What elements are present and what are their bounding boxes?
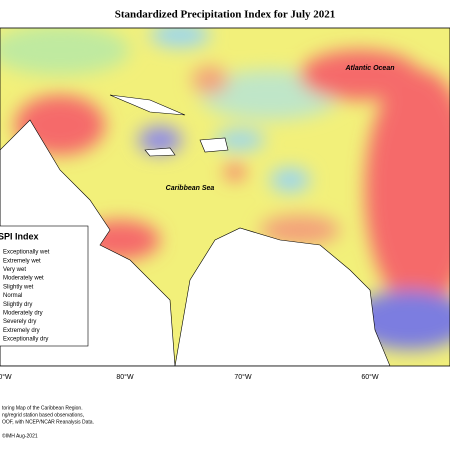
map-frame (0, 27, 450, 367)
longitude-label: 60°W (361, 373, 379, 381)
legend-item: Normal (3, 293, 22, 299)
footnote: OOF, with NCEP/NCAR Reanalysis Data. (2, 419, 94, 425)
legend-item: Severely dry (3, 319, 36, 325)
title: Standardized Precipitation Index for Jul… (115, 9, 336, 21)
longitude-label: 80°W (116, 373, 134, 381)
legend-item: Moderately wet (3, 276, 44, 282)
longitude-labels: 0°W 80°W 70°W 60°W (0, 373, 379, 381)
legend-item: Extremely dry (3, 328, 40, 334)
legend-item: Very wet (3, 267, 26, 273)
footer: toring Map of the Caribbean Region.ng/re… (2, 405, 94, 439)
legend-item: Exceptionally dry (3, 337, 48, 343)
legend-box (0, 225, 89, 347)
longitude-label: 70°W (234, 373, 252, 381)
legend-item: Slightly dry (3, 302, 32, 308)
map-label: Atlantic Ocean (344, 65, 394, 72)
legend-item: Extremely wet (3, 258, 41, 264)
legend-item: Exceptionally wet (3, 250, 50, 256)
map-label: Caribbean Sea (166, 185, 215, 192)
legend-title: SPI Index (0, 231, 39, 241)
legend: SPI Index Exceptionally wet Extremely wet V… (0, 225, 89, 347)
legend-item: Slightly wet (3, 284, 34, 290)
footnote: ng/regrid station based observations, (2, 412, 84, 418)
footnote: toring Map of the Caribbean Region. (2, 405, 83, 411)
longitude-label: 0°W (0, 373, 12, 381)
credit: ©IMH Aug-2021 (2, 432, 38, 439)
legend-item: Moderately dry (3, 310, 43, 316)
